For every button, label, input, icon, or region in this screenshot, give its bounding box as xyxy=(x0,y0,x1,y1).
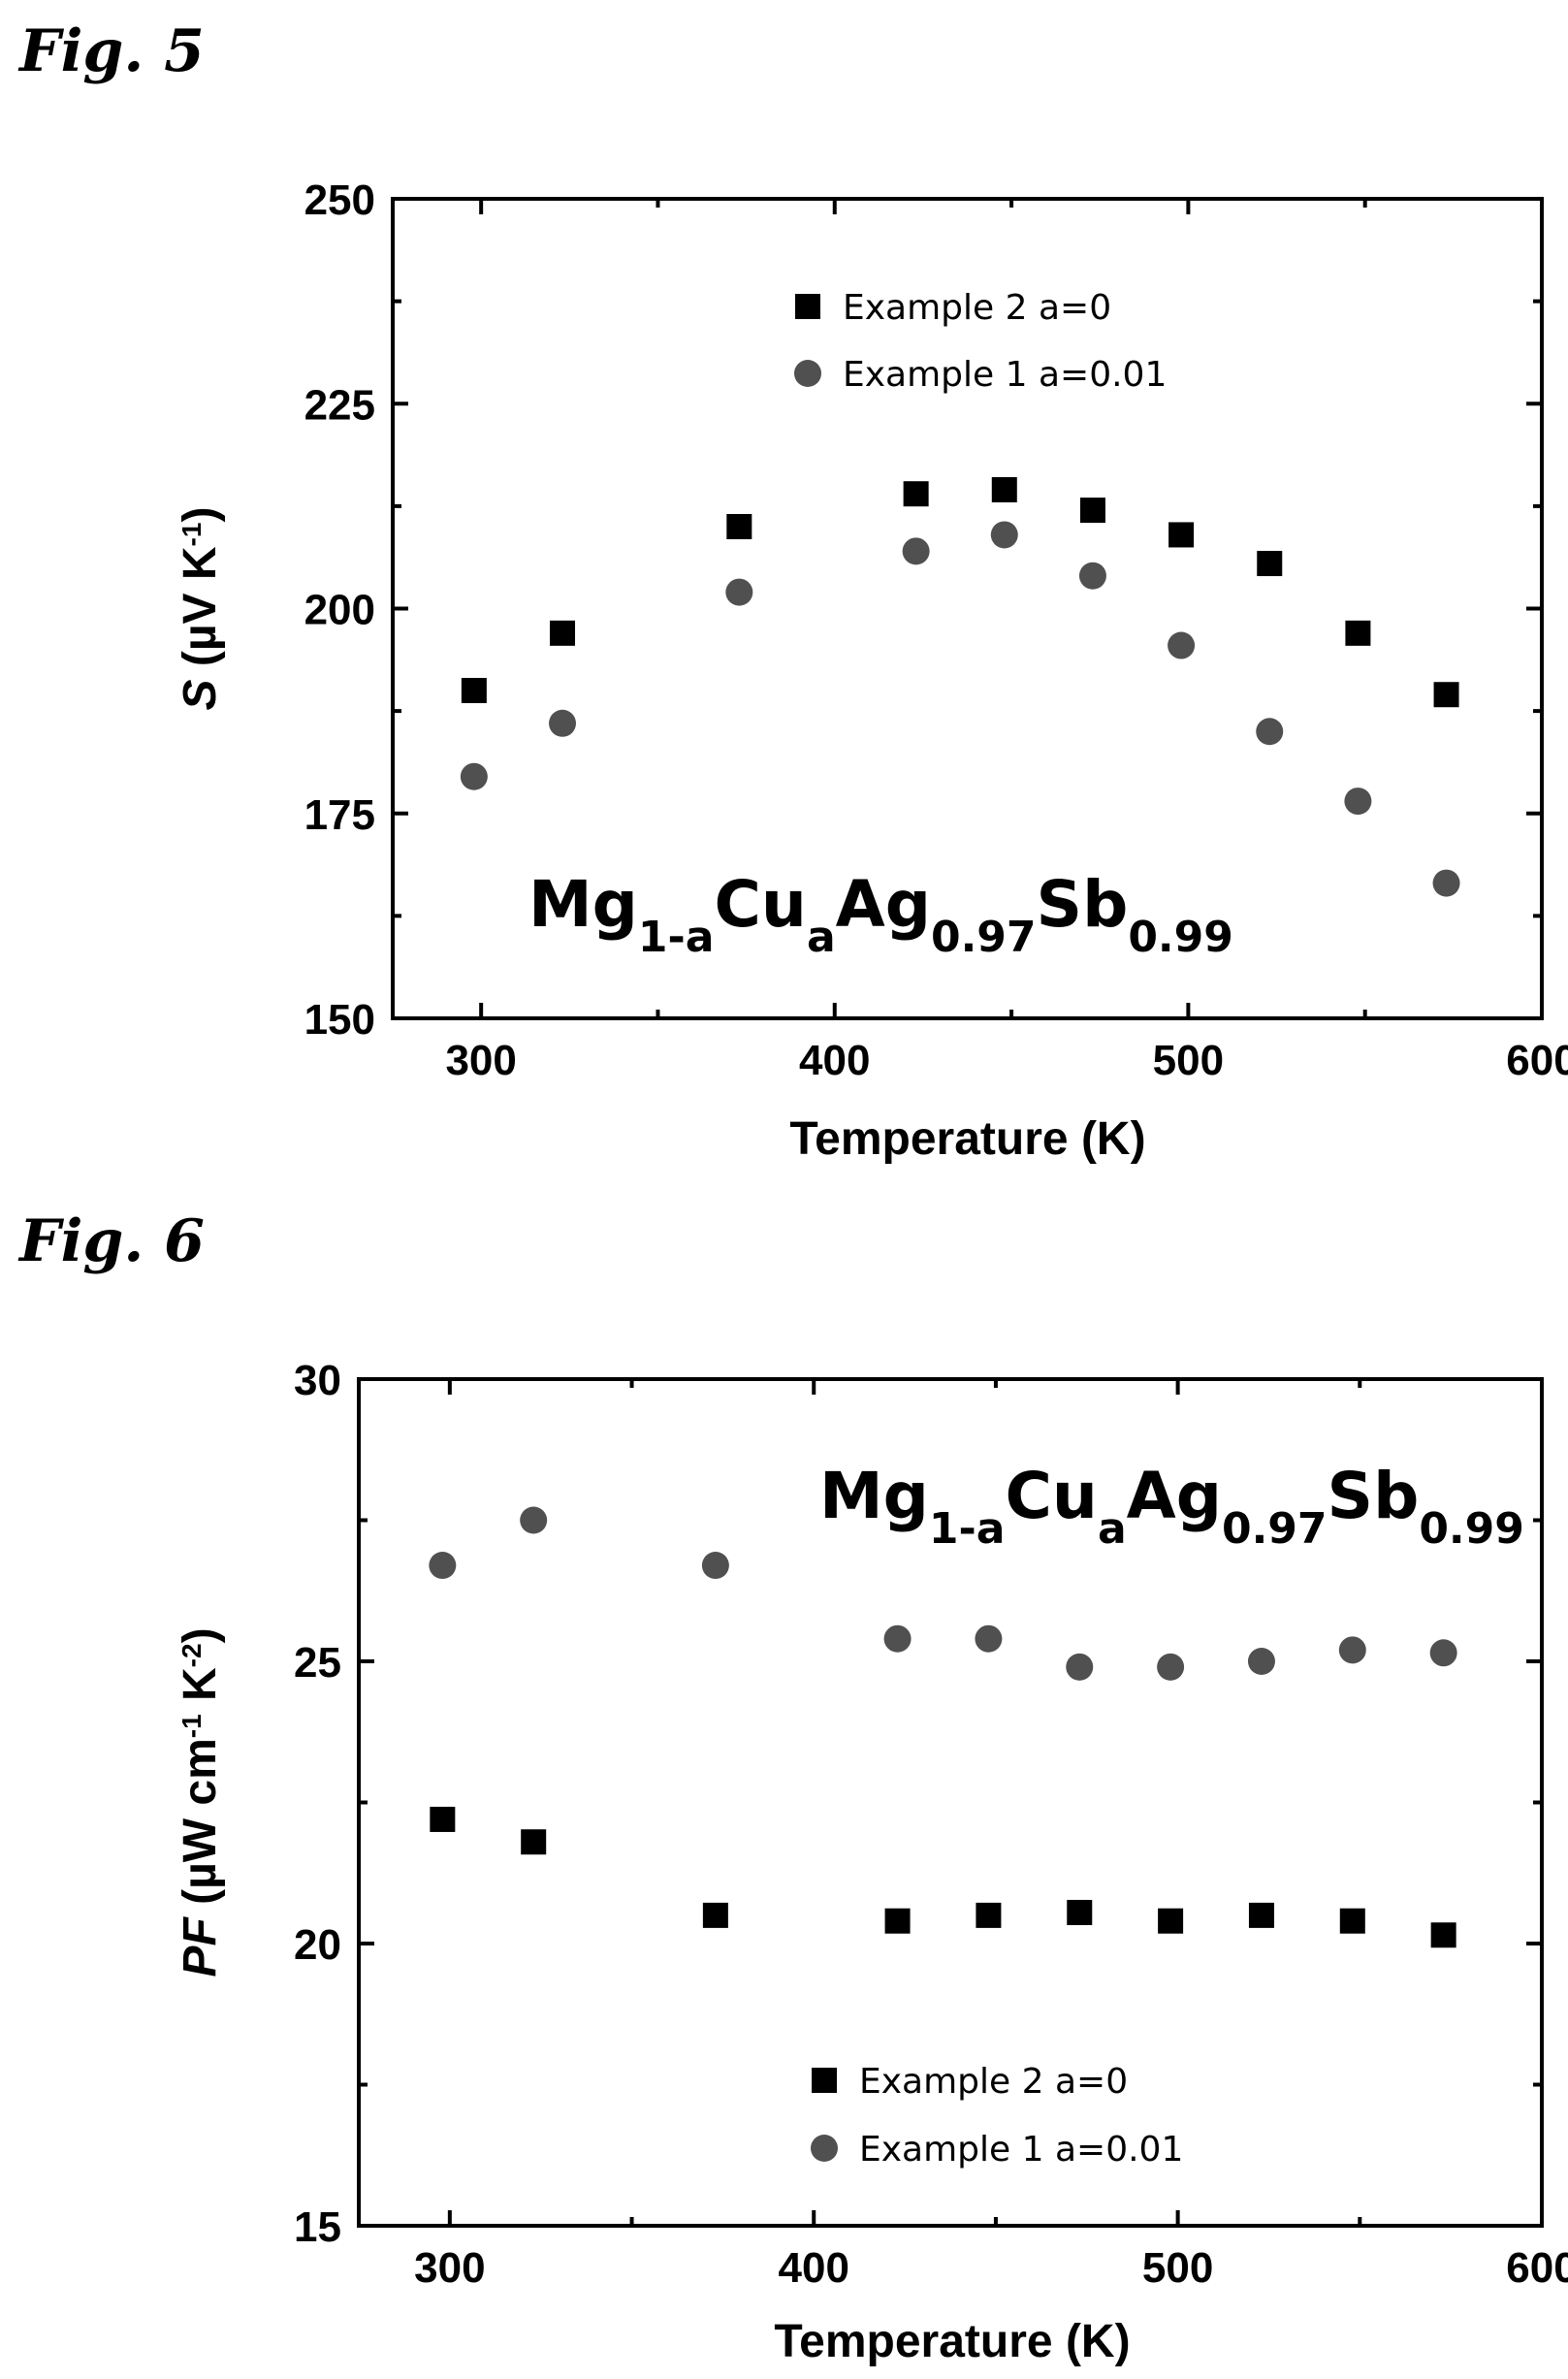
chart-fig6-power-factor: 300 400 500 600 15 20 25 30 Temperature (K) PF (µ… xyxy=(175,1357,1568,2367)
data-point-square xyxy=(1345,620,1371,646)
data-point-square xyxy=(1248,1902,1274,1928)
data-point-circle xyxy=(1066,1653,1094,1681)
x-tick-label: 500 xyxy=(1142,2244,1213,2292)
data-point-square xyxy=(461,678,487,703)
data-point-square xyxy=(726,514,752,539)
data-point-circle xyxy=(549,709,577,737)
y-tick-label: 25 xyxy=(294,1639,341,1687)
legend-label: Example 1 a=0.01 xyxy=(859,2130,1183,2170)
x-tick-label: 600 xyxy=(1506,1037,1568,1084)
formula-annotation: Mg1-aCuaAg0.97Sb0.99 xyxy=(819,1459,1524,1554)
data-point-square xyxy=(521,1829,547,1855)
x-tick-label: 600 xyxy=(1506,2244,1568,2292)
data-point-circle xyxy=(520,1506,548,1534)
legend-marker-circle xyxy=(794,360,821,387)
chart-fig5-seebeck: 300 400 500 600 150 175 200 225 250 Temperature (… xyxy=(175,177,1568,1165)
data-point-square xyxy=(1067,1899,1093,1925)
legend-label: Example 2 a=0 xyxy=(859,2062,1128,2102)
y-tick-label: 175 xyxy=(304,791,375,839)
y-axis-title: S (µV K-1) xyxy=(175,507,226,711)
data-point-square xyxy=(1158,1908,1184,1934)
formula-annotation: Mg1-aCuaAg0.97Sb0.99 xyxy=(528,867,1233,962)
data-point-circle xyxy=(1078,562,1106,590)
data-point-circle xyxy=(990,521,1018,549)
data-point-square xyxy=(430,1806,456,1832)
data-point-square xyxy=(976,1902,1002,1928)
data-point-square xyxy=(702,1902,728,1928)
data-point-circle xyxy=(1429,1639,1457,1667)
legend-marker-circle xyxy=(811,2135,838,2162)
x-tick-label: 500 xyxy=(1153,1037,1224,1084)
x-tick-label: 400 xyxy=(779,2244,849,2292)
data-point-circle xyxy=(460,762,488,790)
data-point-square xyxy=(903,481,929,507)
legend-marker-square xyxy=(795,294,820,319)
data-point-circle xyxy=(902,537,930,565)
data-point-circle xyxy=(1157,1653,1185,1681)
legend-label: Example 2 a=0 xyxy=(843,288,1111,328)
y-tick-label: 200 xyxy=(304,587,375,634)
data-point-square xyxy=(1433,682,1459,708)
data-point-circle xyxy=(429,1552,457,1580)
y-tick-label: 150 xyxy=(304,996,375,1044)
data-point-circle xyxy=(1256,718,1284,746)
data-point-circle xyxy=(1338,1636,1366,1664)
data-point-circle xyxy=(1247,1648,1275,1675)
data-point-square xyxy=(1339,1908,1365,1934)
legend-label: Example 1 a=0.01 xyxy=(843,355,1167,395)
data-point-square xyxy=(991,476,1017,502)
data-point-circle xyxy=(975,1624,1003,1653)
data-point-square xyxy=(1430,1922,1456,1948)
y-tick-label: 225 xyxy=(304,381,375,429)
x-tick-label: 300 xyxy=(414,2244,485,2292)
x-axis-title: Temperature (K) xyxy=(774,2316,1130,2367)
legend-marker-square xyxy=(812,2068,837,2093)
y-tick-label: 20 xyxy=(294,1921,341,1969)
y-tick-label: 15 xyxy=(294,2203,341,2251)
data-point-square xyxy=(1257,551,1283,577)
data-point-square xyxy=(1168,522,1195,548)
y-axis-title: PF (µW cm-1 K-2) xyxy=(175,1627,226,1977)
figure-6-label: Fig. 6 xyxy=(19,1207,205,1275)
data-point-circle xyxy=(883,1624,912,1653)
y-tick-label: 30 xyxy=(294,1357,341,1404)
data-point-circle xyxy=(701,1552,729,1580)
data-point-square xyxy=(884,1908,911,1934)
x-tick-label: 400 xyxy=(799,1037,870,1084)
data-point-circle xyxy=(725,578,753,606)
data-point-square xyxy=(1079,498,1105,524)
data-point-square xyxy=(550,620,576,646)
data-point-circle xyxy=(1344,788,1372,816)
data-point-circle xyxy=(1168,631,1196,659)
x-axis-title: Temperature (K) xyxy=(789,1113,1145,1165)
figure-5-label: Fig. 5 xyxy=(19,17,205,85)
x-tick-label: 300 xyxy=(445,1037,516,1084)
data-point-circle xyxy=(1432,869,1460,897)
y-tick-label: 250 xyxy=(304,177,375,224)
